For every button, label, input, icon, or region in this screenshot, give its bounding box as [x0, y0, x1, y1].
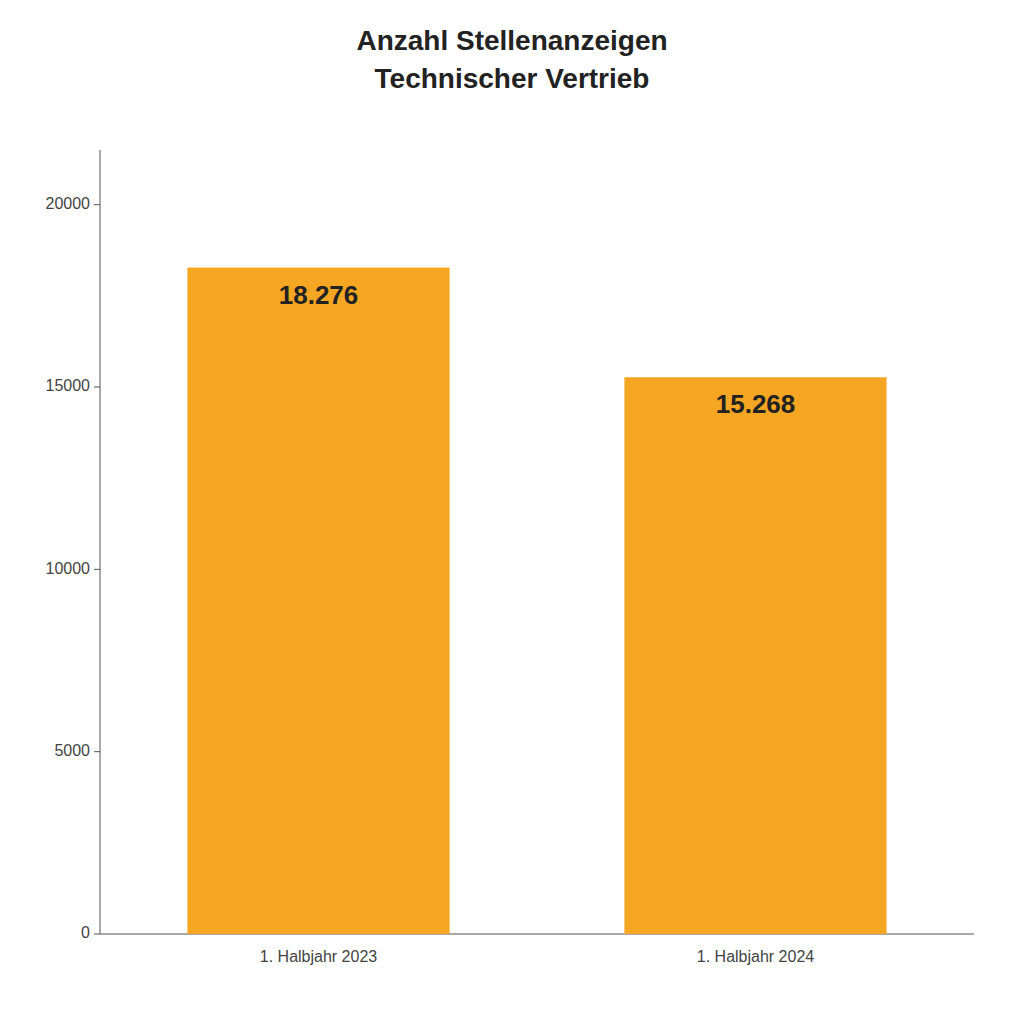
y-axis-line	[100, 150, 101, 934]
data-label: 15.268	[716, 389, 796, 419]
title-line: Anzahl Stellenanzeigen	[356, 25, 667, 56]
bars	[187, 268, 886, 934]
title-line: Technischer Vertrieb	[375, 63, 650, 94]
y-tick	[94, 934, 100, 935]
y-tick-label: 20000	[46, 195, 91, 212]
x-tick-label: 1. Halbjahr 2023	[260, 948, 378, 965]
bar	[624, 377, 886, 934]
bar	[187, 268, 449, 934]
chart: Anzahl Stellenanzeigen Technischer Vertri…	[0, 0, 1024, 1024]
data-label: 18.276	[279, 280, 359, 310]
y-tick	[94, 751, 100, 752]
y-tick-label: 10000	[46, 560, 91, 577]
title: Anzahl Stellenanzeigen Technischer Vertri…	[356, 25, 667, 94]
y-tick	[94, 569, 100, 570]
y-tick	[94, 387, 100, 388]
y-tick-label: 15000	[46, 377, 91, 394]
y-axis: 0 5000 10000 15000 20000	[46, 150, 101, 941]
chart-container: Anzahl Stellenanzeigen Technischer Vertri…	[0, 0, 1024, 1024]
data-labels: 18.276 15.268	[279, 280, 796, 420]
y-tick	[94, 204, 100, 205]
x-tick-label: 1. Halbjahr 2024	[697, 948, 815, 965]
x-axis: 1. Halbjahr 2023 1. Halbjahr 2024	[100, 934, 974, 965]
y-tick-label: 5000	[54, 742, 90, 759]
y-tick-label: 0	[81, 924, 90, 941]
